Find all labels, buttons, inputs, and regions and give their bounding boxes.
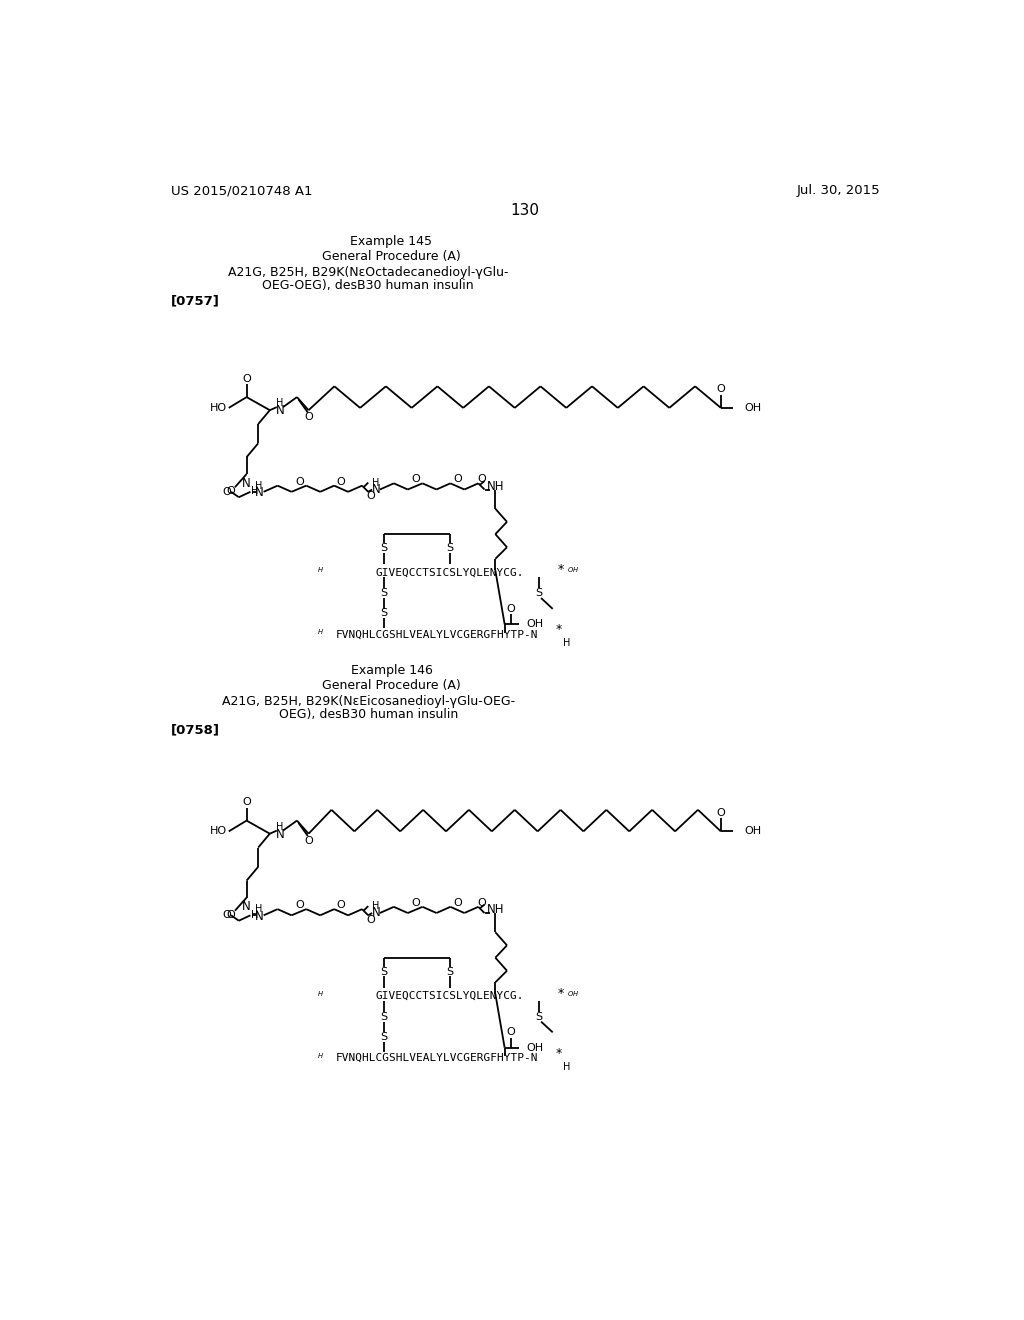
Text: S: S	[446, 966, 454, 977]
Text: O: O	[337, 900, 345, 911]
Text: H: H	[251, 486, 258, 496]
Text: O: O	[243, 797, 251, 807]
Text: H: H	[255, 904, 263, 915]
Text: H: H	[276, 822, 284, 832]
Text: N: N	[255, 909, 263, 923]
Text: H: H	[251, 909, 258, 920]
Text: S: S	[380, 1012, 387, 1022]
Text: H: H	[255, 480, 263, 491]
Text: General Procedure (A): General Procedure (A)	[323, 678, 461, 692]
Text: N: N	[255, 486, 263, 499]
Text: N: N	[372, 907, 380, 920]
Text: H: H	[276, 399, 284, 408]
Text: N: N	[275, 828, 285, 841]
Text: GIVEQCCTSICSLYQLENYCG.: GIVEQCCTSICSLYQLENYCG.	[376, 568, 524, 578]
Text: Example 146: Example 146	[350, 664, 432, 677]
Text: S: S	[380, 543, 387, 553]
Text: O: O	[453, 898, 462, 908]
Text: OH: OH	[526, 619, 544, 630]
Text: O: O	[223, 911, 231, 920]
Text: GIVEQCCTSICSLYQLENYCG.: GIVEQCCTSICSLYQLENYCG.	[376, 991, 524, 1001]
Text: *: *	[557, 986, 563, 999]
Text: O: O	[367, 915, 375, 925]
Text: HO: HO	[210, 403, 227, 413]
Text: O: O	[295, 900, 304, 911]
Text: OEG-OEG), desB30 human insulin: OEG-OEG), desB30 human insulin	[262, 279, 474, 292]
Text: [0758]: [0758]	[171, 723, 219, 737]
Text: O: O	[478, 898, 486, 908]
Text: NH: NH	[486, 903, 504, 916]
Text: Example 145: Example 145	[350, 235, 432, 248]
Text: N: N	[372, 483, 380, 496]
Text: H: H	[563, 639, 570, 648]
Text: O: O	[478, 474, 486, 484]
Text: O: O	[453, 474, 462, 484]
Text: H: H	[373, 478, 380, 487]
Text: H: H	[563, 1063, 570, 1072]
Text: N: N	[275, 404, 285, 417]
Text: O: O	[507, 1027, 515, 1038]
Text: O: O	[412, 474, 420, 484]
Text: OH: OH	[526, 1043, 544, 1053]
Text: $^{OH}$: $^{OH}$	[566, 568, 579, 578]
Text: US 2015/0210748 A1: US 2015/0210748 A1	[171, 185, 312, 197]
Text: O: O	[243, 374, 251, 384]
Text: O: O	[717, 384, 725, 395]
Text: O: O	[367, 491, 375, 502]
Text: General Procedure (A): General Procedure (A)	[323, 249, 461, 263]
Text: O: O	[304, 412, 313, 422]
Text: A21G, B25H, B29K(NεOctadecanedioyl-γGlu-: A21G, B25H, B29K(NεOctadecanedioyl-γGlu-	[228, 265, 509, 279]
Text: S: S	[380, 966, 387, 977]
Text: *: *	[557, 564, 563, 576]
Text: *: *	[556, 623, 562, 636]
Text: $^{H}$: $^{H}$	[316, 568, 324, 578]
Text: N: N	[243, 900, 251, 913]
Text: S: S	[380, 589, 387, 598]
Text: S: S	[380, 609, 387, 619]
Text: S: S	[446, 543, 454, 553]
Text: $^{H}$: $^{H}$	[316, 1053, 324, 1063]
Text: O: O	[295, 477, 304, 487]
Text: S: S	[536, 1012, 543, 1022]
Text: A21G, B25H, B29K(NεEicosanedioyl-γGlu-OEG-: A21G, B25H, B29K(NεEicosanedioyl-γGlu-OE…	[221, 694, 515, 708]
Text: O: O	[226, 909, 236, 920]
Text: OH: OH	[744, 403, 761, 413]
Text: *: *	[556, 1047, 562, 1060]
Text: O: O	[223, 487, 231, 496]
Text: O: O	[226, 486, 236, 496]
Text: HO: HO	[210, 826, 227, 837]
Text: N: N	[243, 477, 251, 490]
Text: O: O	[337, 477, 345, 487]
Text: $^{H}$: $^{H}$	[316, 630, 324, 639]
Text: NH: NH	[486, 480, 504, 492]
Text: [0757]: [0757]	[171, 294, 219, 308]
Text: H: H	[373, 902, 380, 911]
Text: O: O	[412, 898, 420, 908]
Text: O: O	[304, 836, 313, 846]
Text: 130: 130	[510, 203, 540, 218]
Text: O: O	[717, 808, 725, 818]
Text: S: S	[380, 1032, 387, 1041]
Text: S: S	[536, 589, 543, 598]
Text: $^{OH}$: $^{OH}$	[566, 991, 579, 1001]
Text: OH: OH	[744, 826, 761, 837]
Text: FVNQHLCGSHLVEALYLVCGERGFHYTP-N: FVNQHLCGSHLVEALYLVCGERGFHYTP-N	[336, 1053, 539, 1063]
Text: $^{H}$: $^{H}$	[316, 991, 324, 1001]
Text: O: O	[507, 603, 515, 614]
Text: FVNQHLCGSHLVEALYLVCGERGFHYTP-N: FVNQHLCGSHLVEALYLVCGERGFHYTP-N	[336, 630, 539, 639]
Text: OEG), desB30 human insulin: OEG), desB30 human insulin	[279, 708, 458, 721]
Text: Jul. 30, 2015: Jul. 30, 2015	[796, 185, 880, 197]
